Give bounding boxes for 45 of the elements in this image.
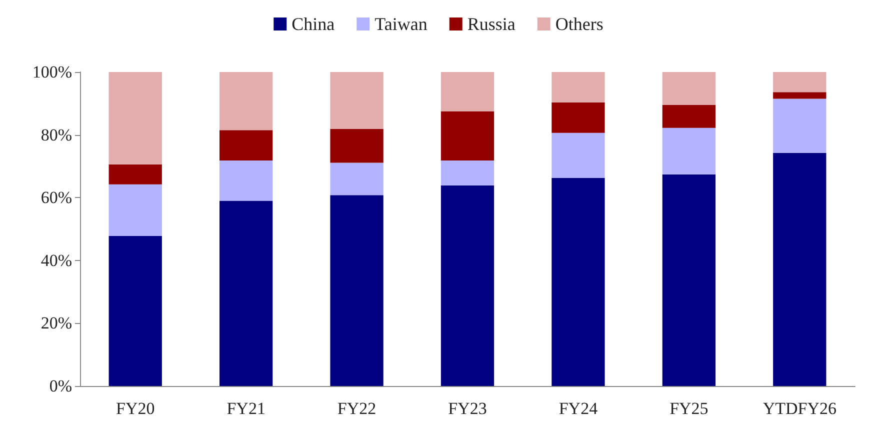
- y-tick-label: 80%: [40, 125, 72, 144]
- bar: [552, 178, 605, 386]
- bar: [330, 162, 384, 196]
- bar: [220, 200, 273, 386]
- legend-label: China: [292, 14, 335, 34]
- bar: [773, 72, 826, 92]
- bar: [552, 132, 605, 178]
- bar: [662, 104, 716, 128]
- bar: [108, 184, 162, 236]
- bar: [440, 160, 494, 186]
- bar: [552, 72, 605, 102]
- bar: [108, 72, 162, 164]
- bar: [773, 98, 826, 154]
- bar: [773, 92, 826, 99]
- y-tick-label: 60%: [40, 188, 72, 208]
- bar: [108, 164, 162, 184]
- bar: [440, 111, 494, 161]
- legend-label: Russia: [467, 14, 516, 34]
- y-tick-label: 20%: [40, 314, 72, 333]
- bar: [330, 195, 384, 386]
- x-tick-label: YTDFY26: [762, 399, 836, 418]
- bar: [220, 160, 273, 201]
- bar: [108, 236, 162, 386]
- x-tick-label: FY24: [558, 399, 598, 418]
- bar: [662, 128, 716, 174]
- legend-label: Taiwan: [374, 14, 428, 34]
- bar: [552, 102, 605, 133]
- bar: [440, 72, 494, 112]
- bar: [330, 72, 384, 129]
- bar: [662, 72, 716, 105]
- x-tick-label: FY25: [670, 399, 708, 418]
- legend-label: Others: [555, 14, 604, 34]
- x-tick-label: FY20: [116, 399, 155, 418]
- x-tick-label: FY22: [337, 399, 376, 418]
- y-tick-label: 100%: [32, 62, 72, 82]
- bar: [330, 128, 384, 163]
- bar: [662, 174, 716, 386]
- x-tick-label: FY23: [448, 399, 487, 418]
- bar: [773, 153, 826, 386]
- bar: [220, 130, 273, 161]
- bar: [220, 72, 273, 130]
- y-tick-label: 0%: [49, 376, 72, 396]
- bar: [440, 185, 494, 386]
- y-tick-label: 40%: [40, 250, 72, 270]
- x-tick-label: FY21: [226, 399, 266, 418]
